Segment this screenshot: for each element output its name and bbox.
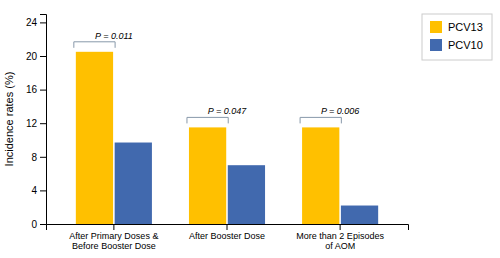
tick: 0 xyxy=(31,219,46,230)
legend-label: PCV13 xyxy=(448,21,483,33)
tick-label: 0 xyxy=(31,219,37,230)
tick: 4 xyxy=(31,185,46,196)
bracket xyxy=(74,42,115,48)
x-axis: After Primary Doses &Before Booster Dose… xyxy=(47,224,409,251)
tick: 20 xyxy=(26,51,46,62)
tick: 24 xyxy=(26,17,46,28)
tick: 16 xyxy=(26,84,46,95)
tick-label: 16 xyxy=(26,84,38,95)
bar xyxy=(115,143,152,224)
tick-mark xyxy=(40,157,46,158)
y-axis: 0 4 8 12 16 20 24 xyxy=(26,15,47,230)
tick-label: 12 xyxy=(26,118,38,129)
tick-label: 24 xyxy=(26,17,38,28)
tick-mark xyxy=(40,90,46,91)
plot: 0 4 8 12 16 20 24 After Primary Doses &Before B… xyxy=(26,15,409,252)
tick-mark xyxy=(40,22,46,23)
tick-mark xyxy=(40,56,46,57)
bar xyxy=(76,52,113,224)
chart: 0 4 8 12 16 20 24 After Primary Doses &Before B… xyxy=(0,0,500,258)
tick-label: After Primary Doses &Before Booster Dose xyxy=(69,231,158,251)
tick: 12 xyxy=(26,118,46,129)
tick-mark xyxy=(40,224,46,225)
tick-label: 8 xyxy=(31,152,37,163)
bars xyxy=(76,52,378,224)
bracket xyxy=(300,117,341,123)
tick: More than 2 Episodesof AOM xyxy=(296,224,384,251)
legend-swatch xyxy=(430,39,442,51)
tick-mark xyxy=(227,224,228,230)
tick-label: 20 xyxy=(26,51,38,62)
axis-line xyxy=(47,225,409,231)
bar xyxy=(189,127,226,224)
bracket xyxy=(187,117,228,123)
bar xyxy=(341,206,378,224)
legend: PCV13 PCV10 xyxy=(422,14,492,60)
tick: After Booster Dose xyxy=(189,224,265,241)
axis-line xyxy=(40,15,47,225)
tick-label: After Booster Dose xyxy=(189,231,265,241)
axis-title: Incidence rates (%) xyxy=(3,72,15,167)
tick-label: 4 xyxy=(31,185,37,196)
tick-mark xyxy=(340,224,341,230)
tick: 8 xyxy=(31,152,46,163)
legend-item: PCV10 xyxy=(430,39,483,51)
legend-item: PCV13 xyxy=(430,21,483,33)
tick-mark xyxy=(113,224,114,230)
bar xyxy=(302,127,339,224)
legend-label: PCV10 xyxy=(448,39,483,51)
legend-swatch xyxy=(430,21,442,33)
legend-frame xyxy=(422,14,492,60)
annotation: P = 0.047 xyxy=(208,106,247,116)
tick: After Primary Doses &Before Booster Dose xyxy=(69,224,158,251)
annotations: P = 0.011 P = 0.047 P = 0.006 xyxy=(74,31,360,124)
tick-mark xyxy=(40,190,46,191)
tick-mark xyxy=(40,123,46,124)
bar xyxy=(228,165,265,224)
annotation: P = 0.006 xyxy=(321,106,359,116)
annotation: P = 0.011 xyxy=(95,31,133,41)
tick-label: More than 2 Episodesof AOM xyxy=(296,231,384,251)
